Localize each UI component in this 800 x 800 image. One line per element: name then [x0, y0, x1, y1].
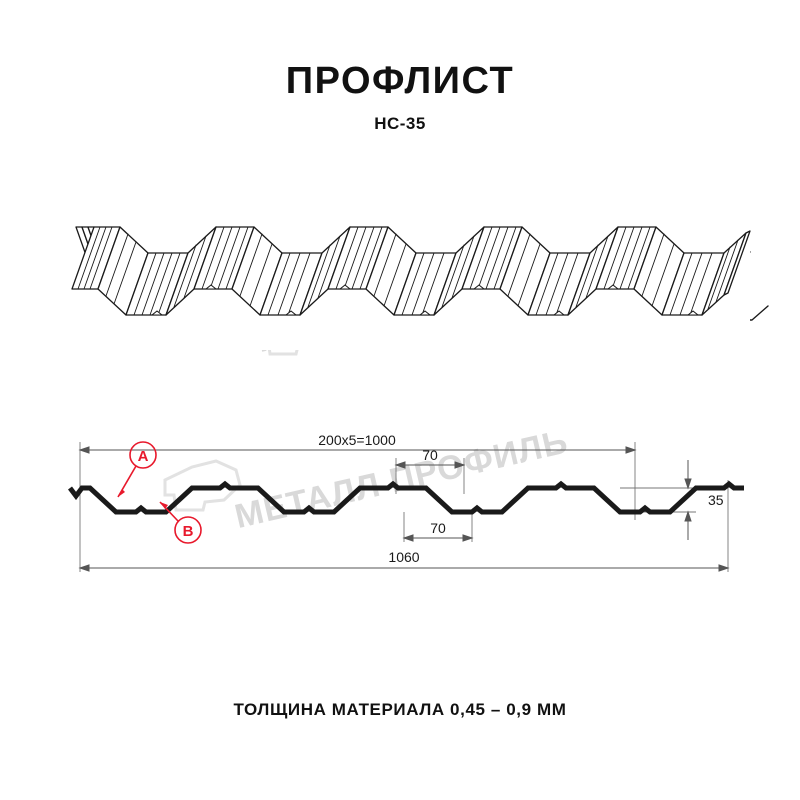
callout-b-label: B	[183, 523, 194, 540]
profile-model-subtitle: НС-35	[374, 114, 426, 133]
material-thickness-label: ТОЛЩИНА МАТЕРИАЛА 0,45 – 0,9 ММ	[233, 700, 567, 719]
callout-a	[117, 441, 157, 498]
dimension-crest	[394, 461, 466, 469]
isometric-view	[60, 200, 769, 350]
profile-section-path	[68, 480, 744, 515]
dimension-overall-label: 1060	[388, 549, 419, 565]
callout-a-circle	[129, 441, 157, 469]
dimension-height-label: 35	[708, 492, 724, 508]
iso-stiffening-ribs	[151, 284, 699, 316]
dimension-valley	[402, 534, 474, 542]
cross-section-view: 200x5=1000 70 70 35	[60, 420, 750, 620]
dimension-pitch-label: 200x5=1000	[318, 432, 396, 448]
dimension-pitch	[78, 446, 637, 454]
dimension-crest-label: 70	[422, 447, 438, 463]
page-title: ПРОФЛИСТ	[285, 60, 515, 102]
dimension-height	[684, 460, 692, 540]
page-header: ПРОФЛИСТ НС-35	[0, 62, 800, 134]
callout-b	[159, 501, 202, 544]
dimension-valley-label: 70	[430, 520, 446, 536]
callout-a-label: A	[138, 448, 149, 465]
callout-b-circle	[174, 516, 202, 544]
iso-ruling-lines	[77, 226, 739, 316]
dimension-overall	[78, 564, 730, 572]
iso-corrugation	[71, 226, 751, 316]
page-footer: ТОЛЩИНА МАТЕРИАЛА 0,45 – 0,9 ММ	[0, 700, 800, 720]
